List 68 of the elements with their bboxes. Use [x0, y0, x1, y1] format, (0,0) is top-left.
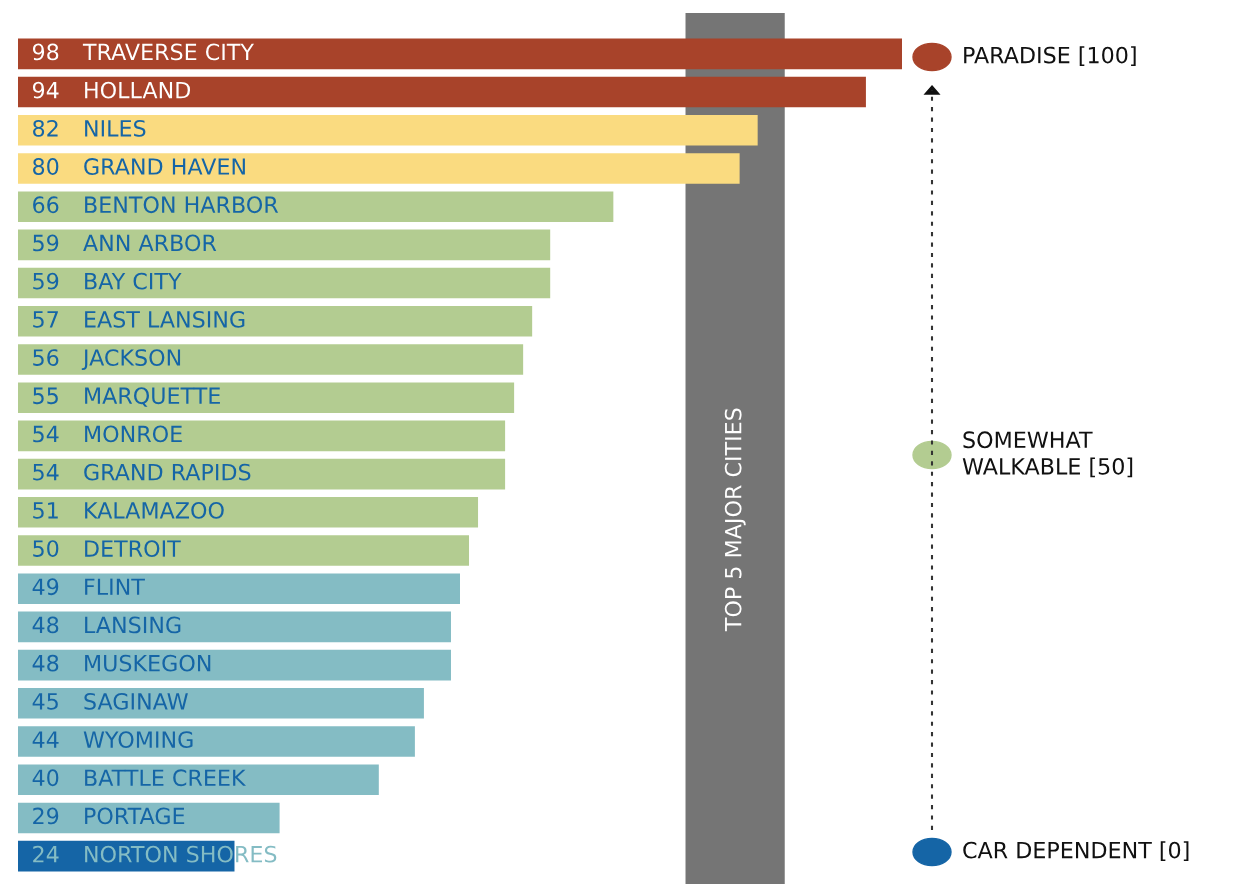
y-tick-label: GRAND RAPIDS: [84, 463, 251, 481]
y-tick-label: FLINT: [85, 578, 145, 595]
bar: [18, 382, 515, 413]
y-tick-label: PORTAGE: [85, 807, 185, 825]
y-tick-label: BATTLE CREEK: [85, 769, 246, 787]
text: PARADISE [100]: [964, 46, 1136, 67]
data-label: 59: [33, 234, 59, 252]
data-label: 54: [33, 464, 59, 481]
bar: [18, 344, 524, 375]
text: CAR DEPENDENT [0]: [963, 841, 1189, 862]
bar: [18, 802, 280, 834]
y-tick-label: TRAVERSE CITY: [82, 43, 255, 61]
data-label: 48: [32, 654, 59, 672]
bar: [18, 649, 451, 681]
y-tick-label: MUSKEGON: [85, 654, 211, 672]
bar: [18, 573, 460, 604]
data-label: 49: [32, 578, 59, 596]
bar: [18, 191, 614, 222]
data-label: 56: [33, 349, 59, 366]
y-tick-label: KALAMAZOO: [85, 501, 224, 519]
text: SOMEWHAT WALKABLE [50]: [962, 431, 1133, 478]
data-label: 57: [33, 311, 58, 328]
bar: [18, 306, 533, 337]
data-label: 48: [32, 616, 59, 634]
y-tick-label: LANSING: [85, 616, 181, 634]
data-label: 98: [32, 43, 59, 61]
bar: [18, 535, 470, 566]
y-tick-label: BENTON HARBOR: [85, 196, 279, 214]
y-tick-label: ANN ARBOR: [83, 234, 217, 252]
y-tick-label: MONROE: [85, 425, 182, 443]
y-tick-label: NILES: [85, 119, 146, 137]
bar: [18, 458, 506, 490]
data-label: 45: [32, 693, 58, 710]
y-tick-label: DETROIT: [85, 540, 181, 557]
y-tick-label: SAGINAW: [84, 692, 188, 710]
y-tick-label: GRAND HAVEN: [84, 158, 245, 175]
bar: [18, 726, 415, 757]
bar: [18, 420, 506, 452]
data-label: 40: [32, 769, 59, 787]
data-label: 51: [33, 502, 58, 519]
y-tick-label: WYOMING: [83, 731, 193, 748]
data-label: 82: [33, 119, 58, 137]
data-label: 29: [33, 807, 59, 825]
y-tick-label: MARQUETTE: [85, 387, 220, 407]
y-tick-label: EAST LANSING: [85, 310, 245, 328]
bar: [18, 764, 379, 795]
bar: [18, 115, 758, 146]
bar: [18, 267, 551, 299]
y-tick-label: BAY CITY: [85, 272, 182, 290]
data-label: 54: [33, 425, 59, 443]
data-label: 24: [33, 845, 59, 863]
data-label: 50: [33, 540, 59, 557]
band-label: TOP 5 MAJOR CITIES: [724, 408, 746, 632]
data-label: 59: [33, 272, 59, 290]
bar: [18, 611, 451, 643]
bar: [18, 153, 740, 184]
bar: [18, 688, 424, 719]
bar: [18, 38, 902, 70]
bar: [18, 497, 479, 528]
bar: [18, 76, 866, 108]
bar: [18, 229, 551, 261]
data-label: 66: [33, 196, 59, 214]
data-label: 55: [33, 387, 58, 405]
y-tick-label: HOLLAND: [85, 81, 191, 99]
data-label: 80: [33, 158, 59, 175]
data-label: 44: [32, 731, 59, 748]
data-label: 94: [32, 81, 59, 99]
y-tick-label: JACKSON: [81, 349, 181, 371]
